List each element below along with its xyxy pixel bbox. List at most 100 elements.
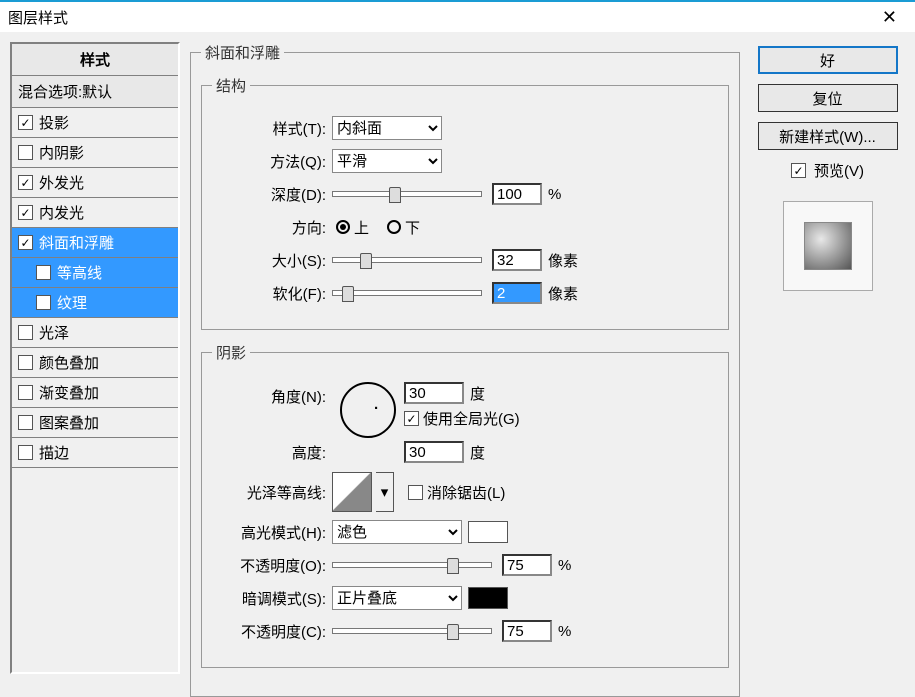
style-item-3[interactable]: ✓ 内发光 (12, 198, 178, 228)
gloss-contour-label: 光泽等高线: (212, 482, 332, 503)
angle-input[interactable] (404, 382, 464, 404)
direction-label: 方向: (212, 217, 332, 238)
depth-unit: % (548, 186, 561, 203)
angle-unit: 度 (470, 383, 485, 404)
preview-thumbnail (783, 201, 873, 291)
size-input[interactable] (492, 249, 542, 271)
ok-button[interactable]: 好 (758, 46, 898, 74)
bevel-emboss-group: 斜面和浮雕 结构 样式(T): 内斜面 方法(Q): 平滑 深度(D): (190, 42, 740, 697)
style-item-7[interactable]: 光泽 (12, 318, 178, 348)
altitude-label: 高度: (212, 442, 332, 463)
style-checkbox[interactable]: ✓ (18, 235, 33, 250)
shadow-mode-label: 暗调模式(S): (212, 588, 332, 609)
antialias-label: 消除锯齿(L) (427, 482, 505, 503)
style-item-10[interactable]: 图案叠加 (12, 408, 178, 438)
style-item-0[interactable]: ✓投影 (12, 108, 178, 138)
layer-style-dialog: 图层样式 ✕ 样式 混合选项:默认 ✓投影内阴影✓外发光✓内发光✓斜面和浮雕等高… (0, 0, 915, 684)
highlight-mode-label: 高光模式(H): (212, 522, 332, 543)
direction-down-radio[interactable] (387, 220, 401, 234)
global-light-label: 使用全局光(G) (423, 408, 520, 429)
shading-group: 阴影 角度(N): 度 ✓ 使用全局光(G) (201, 342, 729, 668)
highlight-opacity-input[interactable] (502, 554, 552, 576)
style-item-label: 等高线 (57, 262, 102, 283)
style-checkbox[interactable]: ✓ (18, 115, 33, 130)
style-item-4[interactable]: ✓斜面和浮雕 (12, 228, 178, 258)
style-checkbox[interactable] (18, 355, 33, 370)
style-item-label: 光泽 (39, 322, 69, 343)
styles-list: 样式 混合选项:默认 ✓投影内阴影✓外发光✓内发光✓斜面和浮雕等高线纹理光泽颜色… (10, 42, 180, 674)
style-item-label: 颜色叠加 (39, 352, 99, 373)
technique-label: 方法(Q): (212, 151, 332, 172)
highlight-opacity-slider[interactable] (332, 562, 492, 568)
reset-button[interactable]: 复位 (758, 84, 898, 112)
preview-label: 预览(V) (814, 160, 864, 181)
shadow-color-swatch[interactable] (468, 587, 508, 609)
structure-legend: 结构 (212, 75, 250, 96)
soften-unit: 像素 (548, 283, 578, 304)
antialias-checkbox[interactable] (408, 485, 423, 500)
gloss-contour-swatch[interactable] (332, 472, 372, 512)
altitude-input[interactable] (404, 441, 464, 463)
altitude-unit: 度 (470, 442, 485, 463)
highlight-opacity-unit: % (558, 557, 571, 574)
style-label: 样式(T): (212, 118, 332, 139)
style-item-9[interactable]: 渐变叠加 (12, 378, 178, 408)
shading-legend: 阴影 (212, 342, 250, 363)
global-light-checkbox[interactable]: ✓ (404, 411, 419, 426)
style-select[interactable]: 内斜面 (332, 116, 442, 140)
style-item-label: 描边 (39, 442, 69, 463)
style-item-5[interactable]: 等高线 (12, 258, 178, 288)
style-item-label: 内发光 (39, 202, 84, 223)
soften-slider[interactable] (332, 290, 482, 296)
panel-title: 斜面和浮雕 (201, 42, 284, 63)
blend-options-header[interactable]: 混合选项:默认 (12, 76, 178, 108)
direction-down-label: 下 (405, 217, 420, 238)
depth-label: 深度(D): (212, 184, 332, 205)
style-checkbox[interactable] (18, 325, 33, 340)
style-checkbox[interactable] (18, 385, 33, 400)
angle-label: 角度(N): (212, 382, 332, 407)
shadow-opacity-slider[interactable] (332, 628, 492, 634)
style-checkbox[interactable] (36, 295, 51, 310)
depth-slider[interactable] (332, 191, 482, 197)
angle-dial[interactable] (340, 382, 396, 438)
structure-group: 结构 样式(T): 内斜面 方法(Q): 平滑 深度(D): % (201, 75, 729, 330)
right-panel: 好 复位 新建样式(W)... ✓ 预览(V) (750, 42, 905, 674)
style-checkbox[interactable] (18, 415, 33, 430)
direction-up-label: 上 (354, 217, 369, 238)
style-item-8[interactable]: 颜色叠加 (12, 348, 178, 378)
style-checkbox[interactable]: ✓ (18, 205, 33, 220)
preview-inner (804, 222, 852, 270)
highlight-color-swatch[interactable] (468, 521, 508, 543)
new-style-button[interactable]: 新建样式(W)... (758, 122, 898, 150)
style-item-11[interactable]: 描边 (12, 438, 178, 468)
gloss-contour-dropdown-icon[interactable]: ▾ (376, 472, 394, 512)
style-item-2[interactable]: ✓外发光 (12, 168, 178, 198)
style-checkbox[interactable] (36, 265, 51, 280)
style-item-1[interactable]: 内阴影 (12, 138, 178, 168)
soften-input[interactable] (492, 282, 542, 304)
soften-label: 软化(F): (212, 283, 332, 304)
window-title: 图层样式 (8, 7, 872, 28)
technique-select[interactable]: 平滑 (332, 149, 442, 173)
size-slider[interactable] (332, 257, 482, 263)
titlebar: 图层样式 ✕ (0, 2, 915, 32)
style-item-label: 图案叠加 (39, 412, 99, 433)
style-checkbox[interactable] (18, 145, 33, 160)
styles-header: 样式 (12, 44, 178, 76)
direction-up-radio[interactable] (336, 220, 350, 234)
style-item-label: 渐变叠加 (39, 382, 99, 403)
close-icon[interactable]: ✕ (872, 7, 907, 28)
highlight-mode-select[interactable]: 滤色 (332, 520, 462, 544)
shadow-opacity-label: 不透明度(C): (212, 621, 332, 642)
depth-input[interactable] (492, 183, 542, 205)
highlight-opacity-label: 不透明度(O): (212, 555, 332, 576)
style-checkbox[interactable]: ✓ (18, 175, 33, 190)
preview-checkbox[interactable]: ✓ (791, 163, 806, 178)
style-item-label: 内阴影 (39, 142, 84, 163)
style-item-6[interactable]: 纹理 (12, 288, 178, 318)
shadow-opacity-input[interactable] (502, 620, 552, 642)
shadow-mode-select[interactable]: 正片叠底 (332, 586, 462, 610)
style-checkbox[interactable] (18, 445, 33, 460)
size-unit: 像素 (548, 250, 578, 271)
